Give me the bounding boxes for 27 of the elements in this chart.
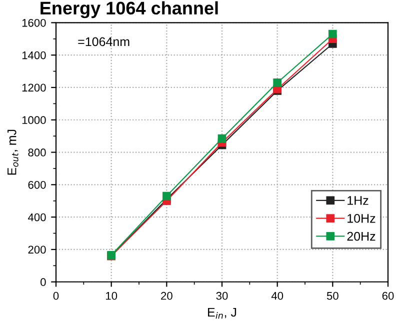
y-tick-label: 800 (28, 148, 46, 156)
y-axis-title: E$_{out}$, mJ (8, 130, 18, 175)
y-tick-label: 0 (40, 278, 46, 286)
point (328, 30, 337, 38)
legend-label: 10Hz (348, 214, 376, 223)
x-tick-label: 50 (326, 292, 338, 300)
x-tick-label: 0 (53, 292, 59, 300)
x-axis-title: E$_{in}$, J (208, 308, 236, 319)
x-tick-label: 40 (271, 292, 284, 300)
legend-label: 1Hz (348, 196, 368, 205)
y-tick-label: 1600 (22, 18, 46, 27)
y-tick-label: 600 (28, 180, 46, 189)
annotation: =1064nm (78, 37, 130, 46)
point (273, 78, 282, 87)
legend-label: 20Hz (347, 232, 376, 241)
point (162, 192, 171, 200)
x-tick-label: 10 (106, 292, 118, 300)
y-tick-label: 1000 (22, 116, 46, 124)
point (218, 134, 226, 143)
y-tick-label: 1400 (22, 51, 46, 60)
x-tick-label: 30 (216, 292, 228, 300)
y-tick-label: 1200 (22, 84, 46, 92)
chart-title: Energy 1064 channel (40, 1, 218, 18)
y-tick-label: 400 (28, 213, 46, 222)
y-tick-label: 200 (28, 246, 46, 254)
x-tick-label: 60 (382, 292, 394, 300)
x-tick-label: 20 (161, 292, 172, 300)
